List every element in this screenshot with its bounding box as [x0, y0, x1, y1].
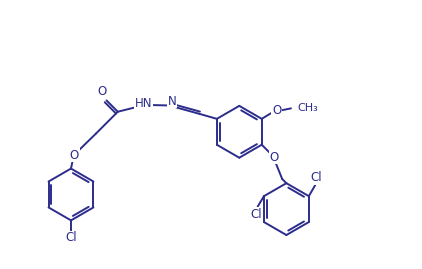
Text: O: O [70, 149, 79, 162]
Text: O: O [269, 151, 279, 164]
Text: O: O [272, 104, 281, 117]
Text: N: N [168, 95, 176, 108]
Text: Cl: Cl [251, 208, 262, 221]
Text: Cl: Cl [65, 231, 77, 245]
Text: HN: HN [135, 97, 152, 110]
Text: Cl: Cl [311, 171, 322, 184]
Text: CH₃: CH₃ [298, 103, 319, 113]
Text: O: O [97, 85, 106, 98]
